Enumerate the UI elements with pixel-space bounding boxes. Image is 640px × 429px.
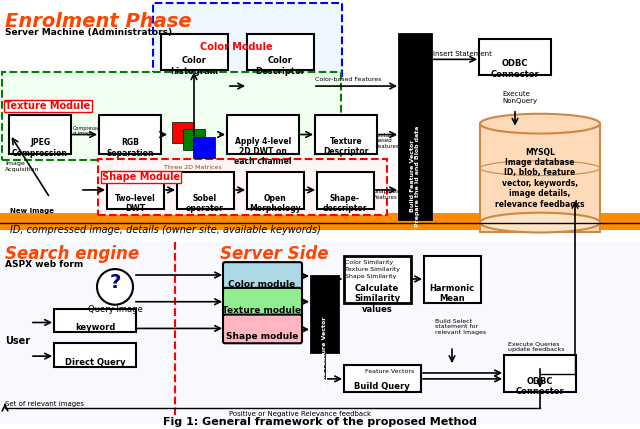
Text: Feature Vectors: Feature Vectors (365, 369, 415, 374)
Text: Shape Module: Shape Module (102, 172, 180, 182)
FancyBboxPatch shape (183, 129, 205, 151)
FancyBboxPatch shape (504, 355, 576, 392)
Text: Direct Query: Direct Query (65, 358, 125, 367)
Text: Execute
NonQuery: Execute NonQuery (502, 91, 537, 104)
Text: Execute Queries
update feedbacks: Execute Queries update feedbacks (508, 341, 564, 352)
FancyBboxPatch shape (2, 72, 341, 160)
Text: ID, compressed image, details (owner site, available keywords): ID, compressed image, details (owner sit… (10, 224, 321, 235)
Text: Color-based Features: Color-based Features (315, 77, 381, 82)
FancyBboxPatch shape (177, 172, 234, 209)
FancyBboxPatch shape (424, 256, 481, 303)
FancyBboxPatch shape (315, 115, 377, 154)
Text: New Image: New Image (10, 208, 54, 214)
Text: Positive or Negative Relevance feedback: Positive or Negative Relevance feedback (229, 411, 371, 417)
Text: keyword: keyword (75, 323, 115, 332)
Circle shape (97, 269, 133, 305)
Text: Compresse
d Image: Compresse d Image (73, 126, 100, 136)
FancyBboxPatch shape (344, 256, 411, 303)
Text: RGB
Separation: RGB Separation (106, 139, 154, 158)
FancyBboxPatch shape (479, 39, 551, 75)
Text: Texture module: Texture module (223, 306, 301, 315)
Text: MYSQL
Image database
ID, blob, feature
vector, keywords,
image details,
relevanc: MYSQL Image database ID, blob, feature v… (495, 148, 585, 208)
FancyBboxPatch shape (153, 3, 342, 76)
FancyBboxPatch shape (107, 172, 164, 209)
Text: texture-
based
Features: texture- based Features (376, 133, 400, 149)
Text: Two-level
DWT: Two-level DWT (115, 194, 156, 213)
Text: ODBC
Connector: ODBC Connector (491, 59, 540, 79)
Text: ?: ? (109, 273, 121, 293)
FancyBboxPatch shape (223, 314, 302, 343)
Text: Open
Morphology: Open Morphology (249, 194, 301, 213)
Text: Texture Module: Texture Module (5, 101, 90, 111)
FancyBboxPatch shape (0, 242, 640, 424)
FancyBboxPatch shape (9, 115, 71, 154)
Ellipse shape (480, 213, 600, 233)
Text: Fig 1: General framework of the proposed Method: Fig 1: General framework of the proposed… (163, 417, 477, 427)
Text: Server Machine (Administrators): Server Machine (Administrators) (5, 28, 172, 37)
Text: Texture
Descriptor: Texture Descriptor (323, 136, 369, 156)
FancyBboxPatch shape (99, 115, 161, 154)
Text: ASPX web form: ASPX web form (5, 260, 83, 269)
FancyBboxPatch shape (0, 0, 640, 213)
FancyBboxPatch shape (344, 365, 421, 392)
FancyBboxPatch shape (54, 343, 136, 367)
Text: Shape-
descriptor: Shape- descriptor (323, 194, 367, 213)
Text: Apply 4-level
2D DWT on
each channel: Apply 4-level 2D DWT on each channel (234, 136, 292, 166)
FancyBboxPatch shape (227, 115, 299, 154)
Text: Three 2D Matrices: Three 2D Matrices (164, 165, 222, 170)
Text: Set of relevant images: Set of relevant images (5, 401, 84, 407)
Text: Build Select
statement for
relevant Images: Build Select statement for relevant Imag… (435, 319, 486, 335)
Text: ODBC
Connector: ODBC Connector (516, 377, 564, 396)
Text: Color
Descriptor: Color Descriptor (255, 56, 305, 76)
Text: Build Query: Build Query (354, 382, 410, 391)
Text: Color Similarity: Color Similarity (345, 260, 393, 265)
FancyBboxPatch shape (223, 262, 302, 291)
Text: User: User (5, 336, 30, 346)
FancyBboxPatch shape (317, 172, 374, 209)
Text: Query Image: Query Image (88, 305, 142, 314)
Text: Insert Statement: Insert Statement (433, 51, 492, 57)
FancyBboxPatch shape (247, 172, 304, 209)
Text: Shape Similarity: Shape Similarity (345, 274, 396, 279)
Text: Sobel
operator: Sobel operator (186, 194, 224, 213)
Text: Color
histogram: Color histogram (170, 56, 218, 76)
FancyBboxPatch shape (0, 213, 640, 230)
FancyBboxPatch shape (161, 33, 228, 70)
Text: Shape module: Shape module (226, 332, 298, 341)
FancyBboxPatch shape (54, 308, 136, 332)
Text: Enrolment Phase: Enrolment Phase (5, 12, 191, 31)
FancyBboxPatch shape (480, 124, 600, 233)
Text: Build Feature Vector
Prepare the Id and Blob data: Build Feature Vector Prepare the Id and … (410, 126, 420, 227)
Text: JPEG
Compression: JPEG Compression (12, 139, 68, 158)
Text: Shape-based
Features: Shape-based Features (374, 189, 410, 200)
Ellipse shape (480, 114, 600, 133)
Text: Image
Acquisition: Image Acquisition (5, 161, 40, 172)
FancyBboxPatch shape (98, 159, 387, 214)
Text: Search engine: Search engine (5, 245, 139, 263)
Text: Harmonic
Mean: Harmonic Mean (429, 284, 475, 303)
Text: Build Feature Vector: Build Feature Vector (321, 317, 326, 389)
Text: Color module: Color module (228, 280, 296, 289)
FancyBboxPatch shape (193, 136, 215, 158)
FancyBboxPatch shape (311, 276, 338, 352)
FancyBboxPatch shape (172, 122, 194, 143)
Text: Color Module: Color Module (200, 42, 273, 51)
FancyBboxPatch shape (247, 33, 314, 70)
Text: Server Side: Server Side (220, 245, 328, 263)
FancyBboxPatch shape (399, 33, 431, 219)
Text: Texture Similarity: Texture Similarity (345, 267, 400, 272)
Text: Calculate
Similarity
values: Calculate Similarity values (354, 284, 400, 314)
FancyBboxPatch shape (223, 288, 302, 317)
